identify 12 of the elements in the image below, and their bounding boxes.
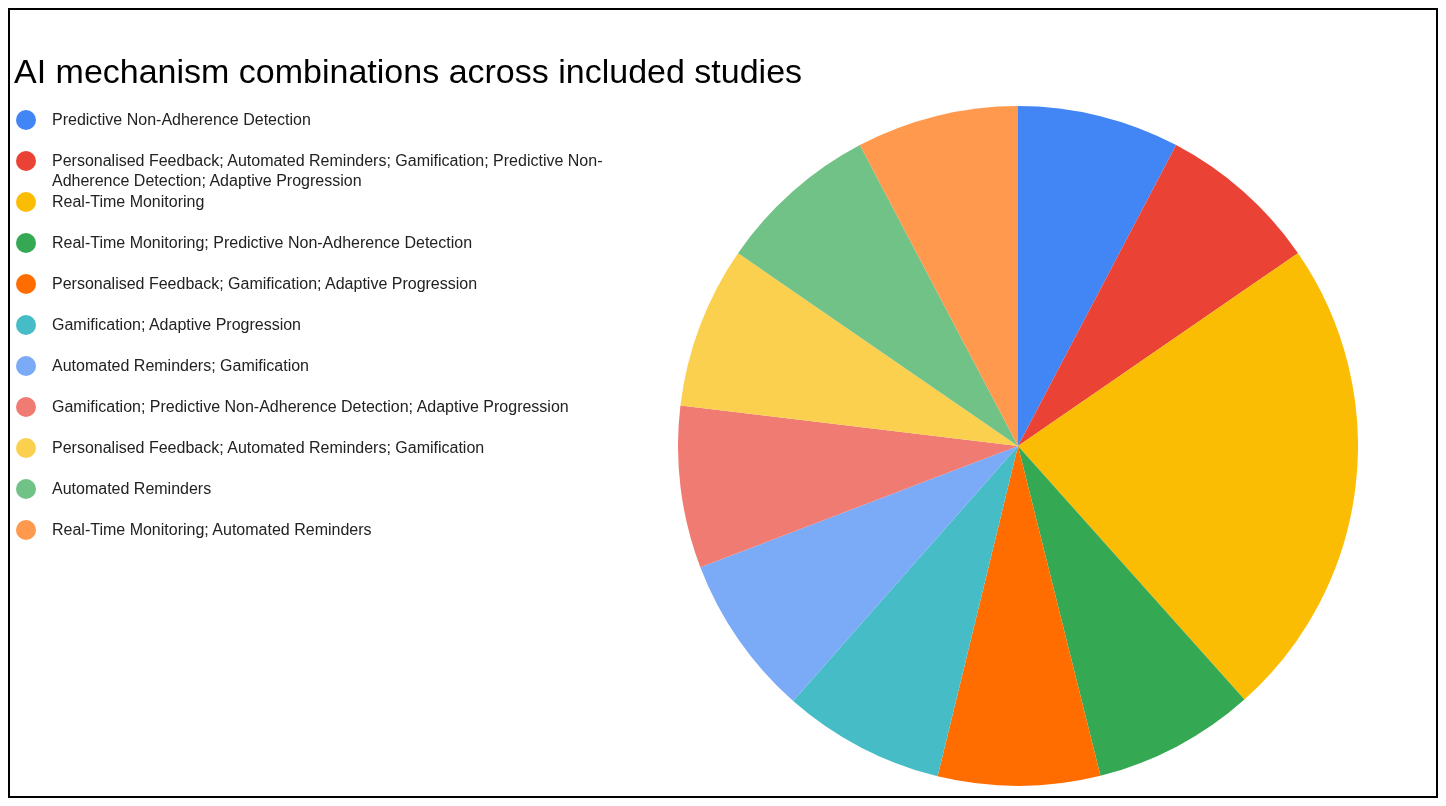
legend-label: Predictive Non-Adherence Detection bbox=[52, 110, 311, 130]
legend-label: Gamification; Predictive Non-Adherence Detection; Adaptive Progression bbox=[52, 397, 569, 417]
legend-label: Automated Reminders; Gamification bbox=[52, 356, 309, 376]
chart-title: AI mechanism combinations across included studies bbox=[14, 52, 803, 91]
legend-label: Gamification; Adaptive Progression bbox=[52, 315, 302, 335]
legend-label: Personalised Feedback; Automated Reminders; Gamification; Predictive Non-Adherence Detection; Adaptive Progression bbox=[52, 151, 604, 191]
legend-label: Automated Reminders bbox=[52, 479, 212, 499]
legend-label: Personalised Feedback; Automated Reminders; Gamification bbox=[52, 438, 485, 458]
legend-label: Real-Time Monitoring; Automated Reminders bbox=[52, 520, 372, 540]
legend-label: Real-Time Monitoring; Predictive Non-Adherence Detection bbox=[52, 233, 473, 253]
legend-label: Real-Time Monitoring bbox=[52, 192, 205, 212]
legend-label: Personalised Feedback; Gamification; Adaptive Progression bbox=[52, 274, 478, 294]
